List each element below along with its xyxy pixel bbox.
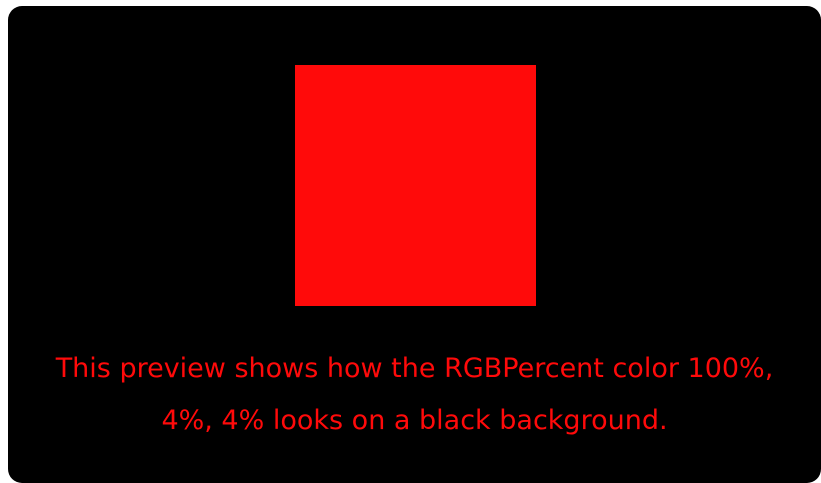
color-preview-panel: This preview shows how the RGBPercent co… [8, 6, 821, 483]
caption-line-2: 4%, 4% looks on a black background. [161, 405, 668, 436]
caption-line-1: This preview shows how the RGBPercent co… [55, 353, 774, 384]
preview-caption: This preview shows how the RGBPercent co… [8, 343, 821, 447]
color-swatch [295, 65, 536, 306]
